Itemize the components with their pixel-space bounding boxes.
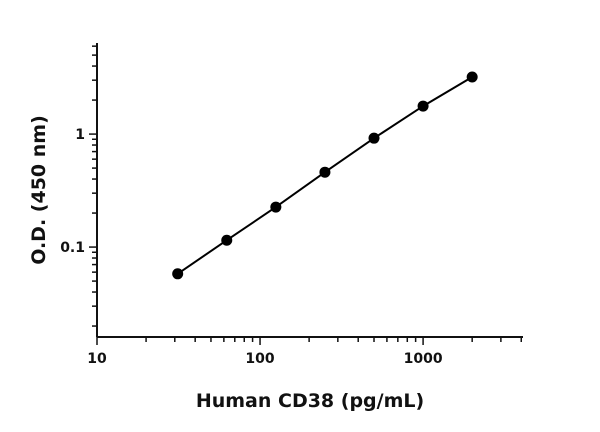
axes: 10 100 1000 0.1 1: [60, 43, 523, 367]
data-point: [368, 132, 380, 144]
y-axis-title: O.D. (450 nm): [28, 115, 50, 265]
data-point: [172, 268, 184, 280]
x-axis-title: Human CD38 (pg/mL): [196, 390, 424, 412]
y-tick-label: 1: [75, 127, 85, 143]
x-tick-label: 100: [245, 351, 274, 367]
data-point: [417, 100, 429, 112]
data-point: [270, 201, 282, 213]
data-point: [466, 71, 478, 83]
data-point: [319, 166, 331, 178]
data-series: [172, 71, 478, 280]
y-tick-label: 0.1: [60, 240, 85, 256]
x-tick-label: 10: [87, 351, 107, 367]
data-point: [221, 234, 233, 246]
x-tick-label: 1000: [404, 351, 443, 367]
